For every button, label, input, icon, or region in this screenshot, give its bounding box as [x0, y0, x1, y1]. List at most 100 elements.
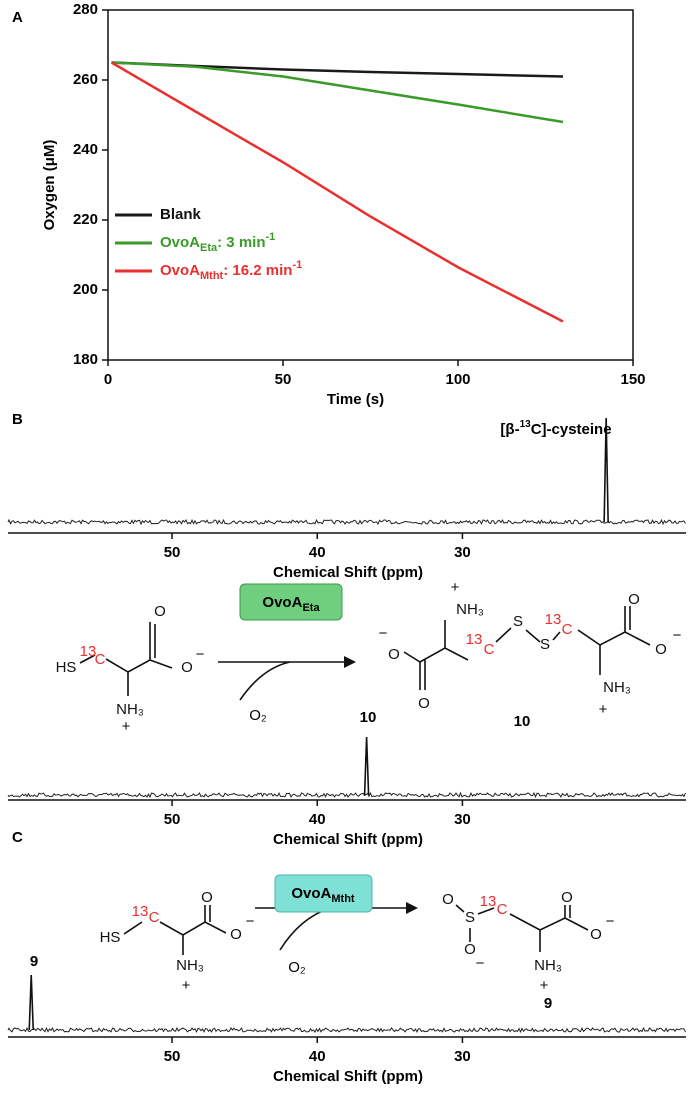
peak-label: 10: [360, 709, 377, 726]
atom-label: NH₃: [456, 601, 484, 618]
cosubstrate: O₂: [249, 707, 267, 724]
atom-label: 13: [132, 903, 149, 920]
atom-label: C: [484, 641, 495, 658]
x-axis-label: Chemical Shift (ppm): [273, 564, 423, 581]
atom-label: NH₃: [116, 701, 144, 718]
atom-label: NH₃: [176, 957, 204, 974]
atom-label: O: [442, 891, 454, 908]
text-part: OvoA: [160, 262, 200, 279]
atom-label: S: [465, 909, 475, 926]
text-part: Eta: [302, 602, 320, 614]
x-tick-label: 100: [445, 371, 470, 388]
x-axis-label: Chemical Shift (ppm): [273, 1068, 423, 1085]
atom-label: O: [181, 659, 193, 676]
text-part: Mtht: [200, 270, 224, 282]
data-line: [111, 61, 564, 78]
atom-label: O: [655, 641, 667, 658]
plot-frame: [107, 9, 634, 361]
panel-label: B: [12, 411, 23, 428]
atom-label: O: [590, 926, 602, 943]
atom-label: +: [540, 977, 549, 994]
text-part: [β-: [500, 421, 519, 438]
y-tick-label: 180: [73, 351, 98, 368]
spectrum-peak: [363, 736, 370, 796]
atom-label: −: [476, 955, 485, 972]
y-tick-label: 280: [73, 1, 98, 18]
spectrum-peak: [603, 417, 609, 523]
spectrum-baseline: [7, 518, 686, 526]
atom-label: S: [540, 636, 550, 653]
legend-entry: OvoAEta: 3 min-1: [160, 231, 275, 254]
atom-label: O: [418, 695, 430, 712]
text-part: -1: [265, 231, 275, 243]
arrow-heads: [344, 656, 418, 914]
y-tick-label: 240: [73, 141, 98, 158]
text-part: Eta: [200, 242, 218, 254]
atom-label: O: [464, 941, 476, 958]
spectrum-peak: [28, 974, 35, 1031]
y-tick-label: 200: [73, 281, 98, 298]
enzyme-box: [239, 583, 343, 621]
atom-label: +: [182, 977, 191, 994]
text-part: Mtht: [331, 893, 355, 905]
spectrum-baseline: [7, 1026, 686, 1034]
compound-number: 9: [544, 995, 552, 1012]
text-part: 10: [360, 709, 377, 726]
atom-label: −: [673, 627, 682, 644]
atom-label: −: [246, 913, 255, 930]
x-tick-label: 30: [454, 811, 471, 828]
x-axis-label: Chemical Shift (ppm): [273, 831, 423, 848]
x-tick-label: 50: [164, 1048, 181, 1065]
peak-label: 9: [30, 953, 38, 970]
spectrum-baseline: [7, 791, 686, 799]
enzyme-label: OvoAMtht: [291, 885, 355, 905]
atom-label: −: [379, 625, 388, 642]
x-tick-label: 40: [309, 544, 326, 561]
text-part: 13: [520, 419, 532, 430]
atom-label: HS: [56, 659, 77, 676]
x-tick-label: 30: [454, 544, 471, 561]
structure-bonds: [79, 606, 651, 955]
atom-label: 13: [480, 893, 497, 910]
x-tick-label: 40: [309, 811, 326, 828]
atom-label: O: [154, 603, 166, 620]
cosubstrate: O₂: [288, 959, 306, 976]
text-part: OvoA: [160, 234, 200, 251]
legend-entry: Blank: [160, 206, 202, 223]
atom-label: C: [562, 621, 573, 638]
atom-label: +: [122, 718, 131, 735]
data-line: [110, 61, 564, 323]
atom-label: C: [95, 651, 106, 668]
enzyme-label: OvoAEta: [262, 594, 320, 614]
text-part: Blank: [160, 206, 202, 223]
x-tick-label: 0: [104, 371, 112, 388]
atom-label: HS: [100, 929, 121, 946]
compound-number: 10: [514, 713, 531, 730]
atom-label: NH₃: [534, 957, 562, 974]
data-line: [111, 61, 564, 124]
atom-label: O: [201, 889, 213, 906]
legend-entry: OvoAMtht: 16.2 min-1: [160, 259, 302, 282]
atom-label: 13: [80, 643, 97, 660]
atom-label: −: [196, 646, 205, 663]
atom-label: O: [230, 926, 242, 943]
peak-label: [β-13C]-cysteine: [500, 419, 611, 438]
atom-label: −: [606, 913, 615, 930]
text-part: OvoA: [291, 885, 331, 902]
x-tick-label: 150: [620, 371, 645, 388]
panel-label: A: [12, 9, 23, 26]
atom-label: S: [513, 613, 523, 630]
text-part: C]-cysteine: [531, 421, 612, 438]
enzyme-box: [274, 874, 373, 913]
y-axis-label: Oxygen (μM): [41, 140, 58, 231]
y-tick-label: 220: [73, 211, 98, 228]
text-part: -1: [292, 259, 302, 271]
x-tick-label: 50: [275, 371, 292, 388]
atom-label: 13: [466, 631, 483, 648]
x-tick-label: 30: [454, 1048, 471, 1065]
x-axis-label: Time (s): [327, 391, 384, 408]
text-part: : 3 min: [217, 234, 265, 251]
x-tick-label: 40: [309, 1048, 326, 1065]
text-part: OvoA: [262, 594, 302, 611]
